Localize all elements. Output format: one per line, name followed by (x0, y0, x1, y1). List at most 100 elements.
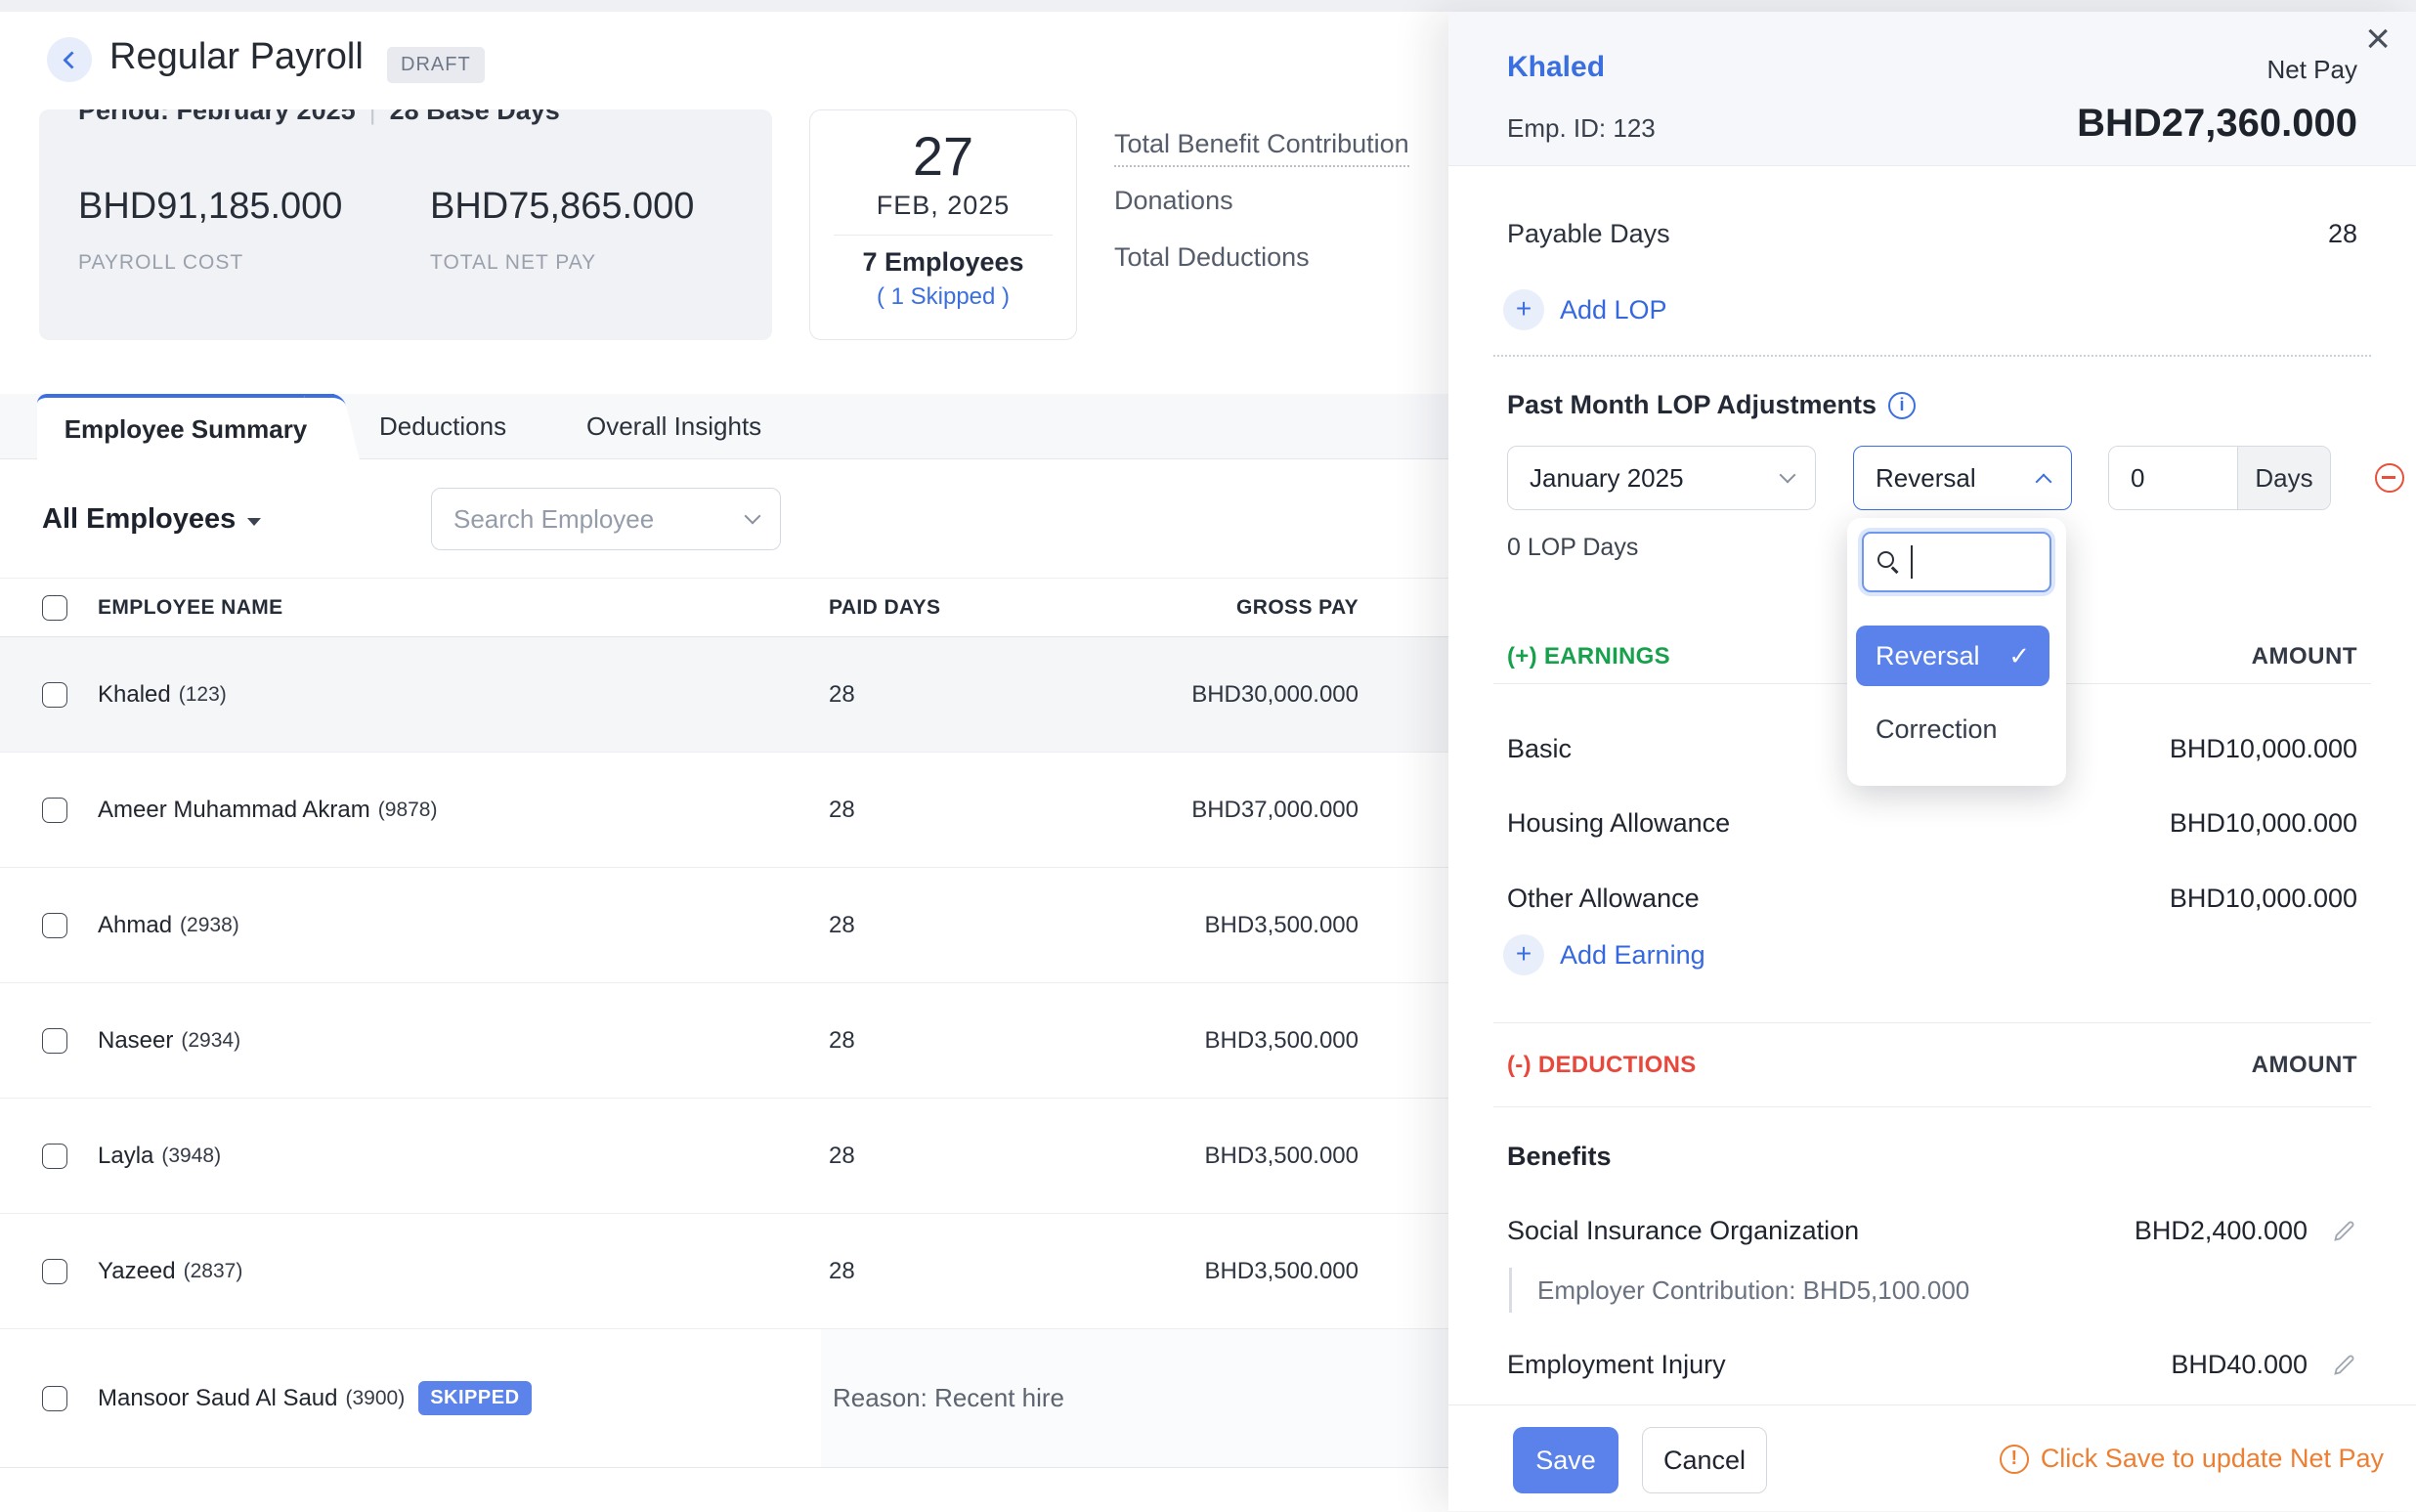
employee-name-link[interactable]: Layla (98, 1142, 154, 1169)
employee-name-link[interactable]: Ahmad (98, 911, 173, 938)
paid-days-value: 28 (829, 1257, 855, 1284)
table-row-skipped[interactable]: Reason: Recent hire Mansoor Saud Al Saud… (0, 1329, 1448, 1468)
row-checkbox[interactable] (42, 797, 67, 823)
total-net-pay-label: TOTAL NET PAY (430, 251, 597, 274)
deduction-row: Employment Injury BHD40.000 (1507, 1335, 2357, 1394)
row-checkbox[interactable] (42, 1027, 67, 1054)
employee-table: EMPLOYEE NAME PAID DAYS GROSS PAY Khaled… (0, 579, 1448, 1468)
employee-name-link[interactable]: Yazeed (98, 1257, 176, 1284)
employee-id: (2837) (183, 1259, 243, 1282)
payroll-cost-value: BHD91,185.000 (78, 186, 343, 227)
employee-name-link[interactable]: Mansoor Saud Al Saud (98, 1384, 338, 1411)
page-title: Regular Payroll (109, 36, 364, 77)
dropdown-option-correction[interactable]: Correction (1876, 713, 1998, 744)
paid-days-value: 28 (829, 911, 855, 938)
earning-row: Housing Allowance BHD10,000.000 (1507, 807, 2357, 838)
table-row[interactable]: Layla (3948) 28 BHD3,500.000 (0, 1099, 1448, 1214)
earnings-title: (+) EARNINGS (1507, 642, 1670, 670)
info-icon[interactable] (1888, 391, 1917, 419)
chevron-down-icon (744, 507, 761, 525)
select-all-checkbox[interactable] (42, 594, 67, 621)
total-net-pay-value: BHD75,865.000 (430, 186, 695, 227)
earnings-amount-label: AMOUNT (2251, 642, 2357, 670)
payroll-cost-label: PAYROLL COST (78, 251, 244, 274)
skipped-count-link[interactable]: ( 1 Skipped ) (876, 282, 1011, 310)
lop-type-select[interactable]: Reversal (1853, 446, 2072, 510)
chevron-up-icon (2035, 473, 2052, 491)
gross-pay-value: BHD3,500.000 (1204, 911, 1359, 938)
search-employee-select[interactable]: Search Employee (431, 488, 781, 550)
lop-days-input[interactable] (2109, 447, 2237, 509)
panel-header: Khaled Emp. ID: 123 Net Pay BHD27,360.00… (1448, 12, 2416, 166)
search-employee-placeholder: Search Employee (453, 503, 655, 534)
table-row[interactable]: Yazeed (2837) 28 BHD3,500.000 (0, 1214, 1448, 1329)
back-button[interactable] (47, 37, 92, 82)
donations-link[interactable]: Donations (1114, 186, 1233, 215)
total-benefit-contribution-link[interactable]: Total Benefit Contribution (1114, 129, 1409, 167)
close-icon[interactable]: × (2365, 15, 2391, 63)
all-employees-dropdown[interactable]: All Employees (42, 459, 262, 579)
edit-icon[interactable] (2331, 1352, 2357, 1378)
employees-count: 7 Employees (862, 246, 1024, 277)
payroll-summary-card: Period: February 2025 | 28 Base Days BHD91… (39, 109, 772, 340)
employee-id: (2938) (180, 913, 239, 936)
benefits-group-row: Benefits (1507, 1141, 1612, 1171)
filter-row: All Employees Search Employee (0, 459, 1448, 579)
earning-row: Other Allowance BHD10,000.000 (1507, 883, 2357, 913)
paid-days-value: 28 (829, 1142, 855, 1169)
pay-day: 27 (912, 125, 974, 187)
tab-overall-insights[interactable]: Overall Insights (586, 411, 762, 441)
column-gross-pay: GROSS PAY (1236, 596, 1359, 619)
lop-adjustment-row: January 2025 Reversal Days (1448, 446, 2416, 510)
deductions-title: (-) DEDUCTIONS (1507, 1051, 1697, 1078)
status-badge: DRAFT (387, 47, 485, 83)
dropdown-search-box[interactable] (1862, 532, 2051, 592)
row-checkbox[interactable] (42, 1385, 67, 1411)
employee-name-link[interactable]: Naseer (98, 1026, 174, 1054)
add-lop-button[interactable]: Add LOP (1503, 289, 1667, 330)
row-checkbox[interactable] (42, 1143, 67, 1169)
plus-icon (1503, 934, 1544, 975)
employee-name-link[interactable]: Khaled (98, 680, 171, 708)
deductions-amount-label: AMOUNT (2251, 1051, 2357, 1078)
lop-month-select[interactable]: January 2025 (1507, 446, 1816, 510)
employee-name-link[interactable]: Ameer Muhammad Akram (98, 796, 370, 823)
period-label: Period: February 2025 (78, 109, 356, 125)
table-row[interactable]: Ahmad (2938) 28 BHD3,500.000 (0, 868, 1448, 983)
top-strip (0, 0, 2416, 12)
tab-deductions[interactable]: Deductions (379, 411, 507, 441)
row-checkbox[interactable] (42, 1258, 67, 1284)
employee-id: (2934) (181, 1028, 241, 1052)
chevron-down-icon (1779, 466, 1796, 484)
gross-pay-value: BHD30,000.000 (1191, 680, 1359, 708)
table-row[interactable]: Khaled (123) 28 BHD30,000.000 (0, 637, 1448, 753)
gross-pay-value: BHD37,000.000 (1191, 796, 1359, 823)
employee-id: (3948) (161, 1144, 222, 1167)
add-earning-button[interactable]: Add Earning (1503, 934, 1705, 975)
total-deductions-link[interactable]: Total Deductions (1114, 242, 1310, 272)
deduction-row: Social Insurance Organization BHD2,400.0… (1507, 1201, 2357, 1260)
period-separator: | (368, 109, 376, 125)
dropdown-option-reversal[interactable]: Reversal ✓ (1856, 626, 2049, 686)
column-employee-name: EMPLOYEE NAME (98, 596, 283, 619)
save-button[interactable]: Save (1513, 1427, 1618, 1493)
gross-pay-value: BHD3,500.000 (1204, 1026, 1359, 1054)
cancel-button[interactable]: Cancel (1642, 1427, 1767, 1493)
payable-days-value: 28 (2327, 219, 2357, 248)
table-row[interactable]: Ameer Muhammad Akram (9878) 28 BHD37,000.… (0, 753, 1448, 868)
table-row[interactable]: Naseer (2934) 28 BHD3,500.000 (0, 983, 1448, 1099)
dotted-divider (1493, 355, 2371, 357)
row-checkbox[interactable] (42, 681, 67, 708)
payable-days-label: Payable Days (1507, 219, 1670, 248)
employee-id: (9878) (377, 798, 438, 821)
edit-icon[interactable] (2331, 1218, 2357, 1244)
lop-days-note: 0 LOP Days (1507, 534, 1639, 561)
paid-days-value: 28 (829, 1026, 855, 1054)
tab-employee-summary[interactable]: Employee Summary (37, 394, 334, 460)
row-checkbox[interactable] (42, 912, 67, 938)
panel-employee-name-link[interactable]: Khaled (1507, 51, 1606, 83)
base-days-label: 28 Base Days (389, 109, 560, 125)
app-header: Regular Payroll DRAFT (0, 12, 1448, 109)
remove-lop-row-icon[interactable] (2375, 463, 2404, 493)
